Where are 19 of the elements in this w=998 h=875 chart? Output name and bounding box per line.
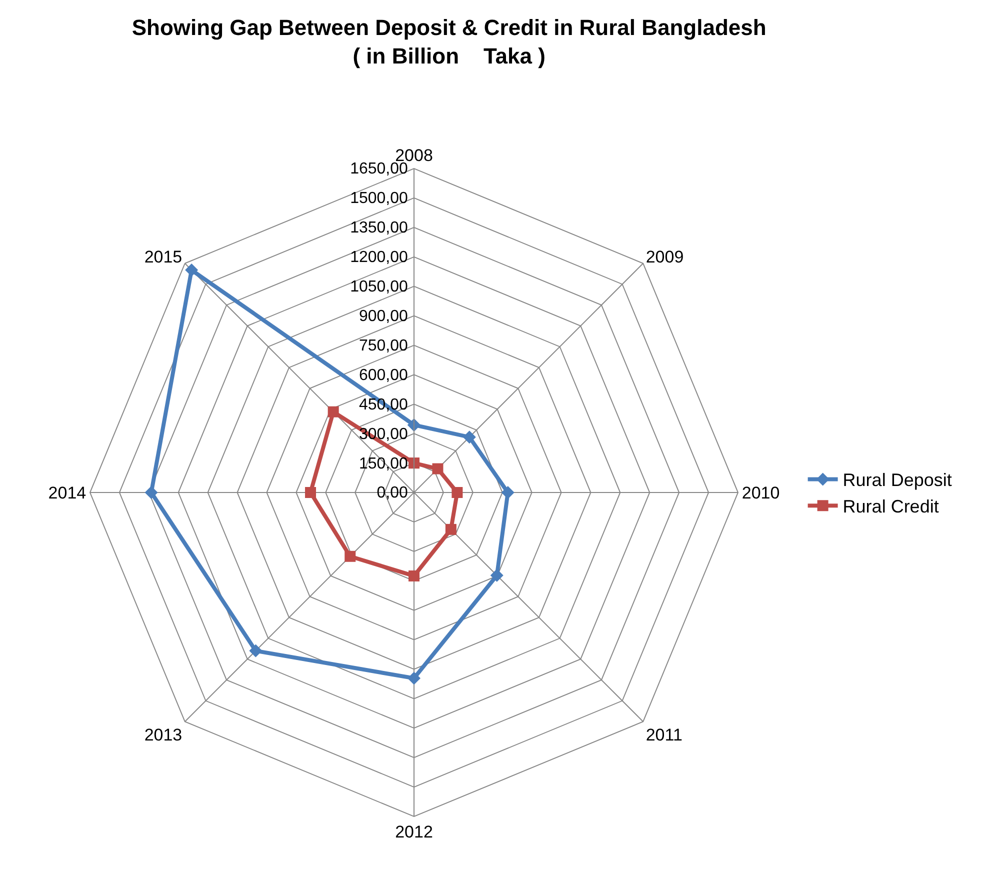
spoke-label: 2015 [144, 247, 182, 266]
spoke-label: 2011 [646, 726, 682, 745]
y-tick-label: 750,00 [358, 337, 408, 354]
y-tick-label: 0,00 [376, 484, 408, 502]
legend-label: Rural Deposit [842, 470, 952, 490]
y-tick-label: 1350,00 [350, 220, 408, 237]
y-tick-label: 1050,00 [350, 278, 408, 296]
spoke-label: 2013 [144, 726, 182, 745]
y-tick-label: 600,00 [358, 366, 408, 384]
legend-label: Rural Credit [842, 496, 939, 517]
y-tick-label: 1500,00 [350, 190, 408, 208]
spoke-label: 2012 [395, 822, 433, 842]
y-tick-label: 150,00 [358, 455, 408, 472]
spoke-label: 2014 [48, 483, 86, 502]
spoke-label: 2010 [742, 483, 780, 502]
chart-title: Showing Gap Between Deposit & Credit in Rural Bangladesh ( in Billion Taka ) [132, 15, 766, 69]
y-tick-label: 1200,00 [350, 249, 408, 266]
y-tick-label: 900,00 [358, 308, 408, 325]
spoke-label: 2009 [646, 247, 684, 266]
